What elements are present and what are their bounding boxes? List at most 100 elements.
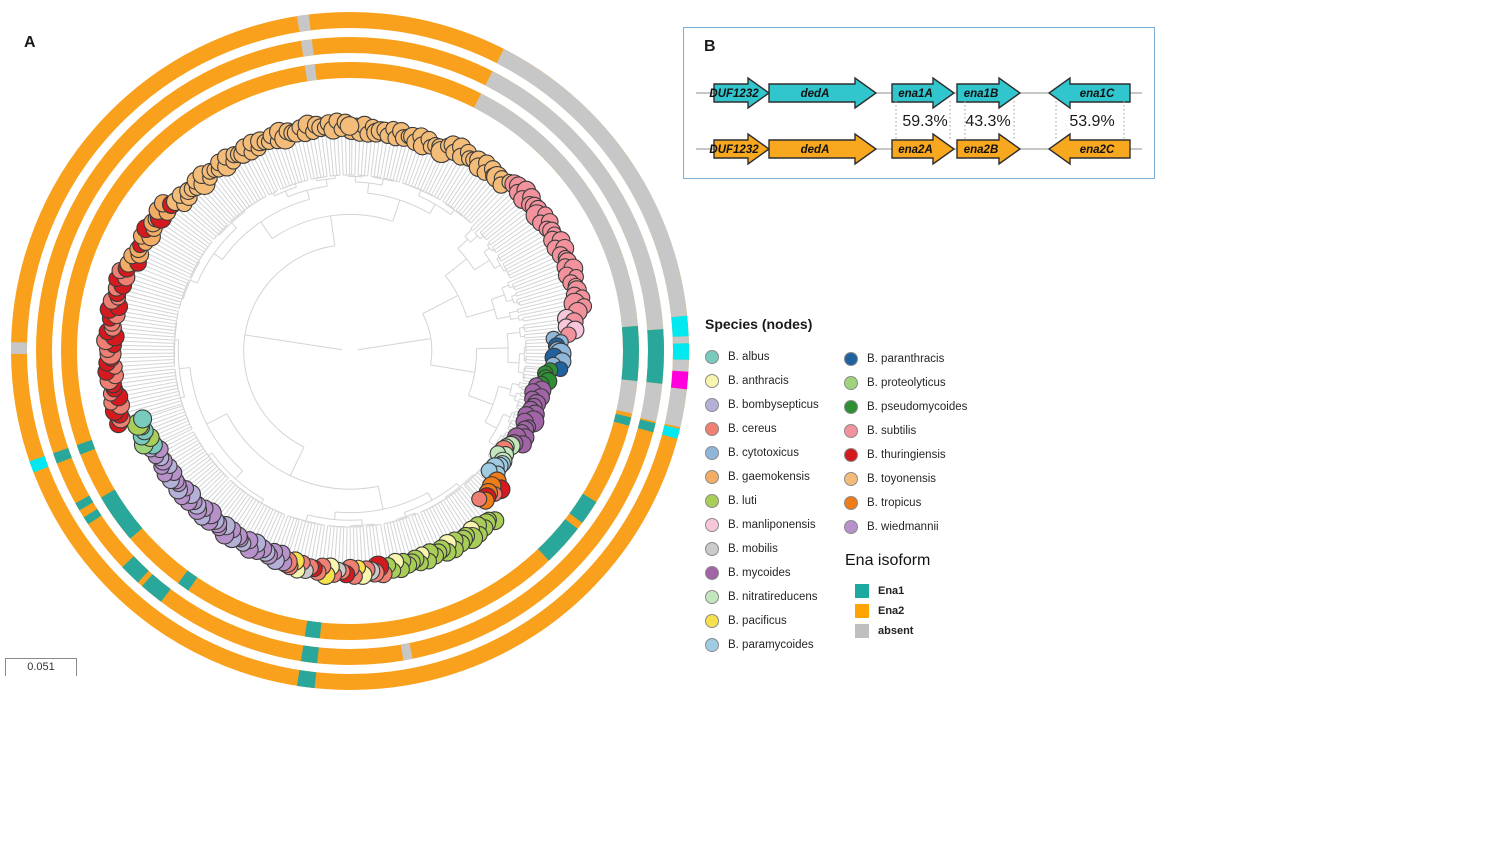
ena-isoform-legend: Ena isoform Ena1 Ena2 absent (845, 552, 930, 641)
tree-branch (402, 518, 415, 555)
tree-branch (414, 514, 429, 548)
tree-branch (408, 150, 422, 186)
species-label: B. tropicus (867, 497, 922, 509)
tree-branch (450, 171, 477, 208)
tree-branch (121, 315, 177, 325)
species-color-swatch (705, 638, 719, 652)
tree-branch (498, 385, 512, 390)
tree-branch (474, 195, 515, 234)
tree-clade-arc (507, 282, 511, 288)
tree-branch (494, 264, 501, 269)
tree-clade-arc (247, 493, 277, 512)
tree-branch (147, 405, 183, 418)
panel-a-label: A (24, 34, 36, 51)
tree-branch (365, 526, 371, 566)
tree-clade-arc (516, 299, 519, 305)
tree-branch (122, 298, 179, 312)
legend-item-mycoides: B. mycoides (705, 561, 844, 585)
ena-legend-item-Ena2: Ena2 (855, 601, 930, 621)
tree-branch (357, 137, 361, 176)
gene-arrow-DUF1232 (713, 76, 771, 110)
tree-branch (270, 146, 288, 188)
tree-clade-arc (370, 524, 379, 527)
ring-segment-gray (473, 93, 638, 328)
tree-branch (123, 306, 178, 319)
legend-item-proteolyticus: B. proteolyticus (844, 371, 967, 395)
tree-branch (243, 210, 246, 212)
tree-branch (458, 488, 484, 520)
species-color-swatch (705, 542, 719, 556)
leaf-node (339, 116, 360, 136)
tree-branch (367, 182, 370, 194)
tree-branch (146, 411, 186, 427)
tree-clade-arc (513, 410, 516, 416)
tree-branch (448, 496, 469, 526)
tree-branch (245, 158, 267, 197)
tree-branch (357, 338, 431, 351)
tree-branch (509, 285, 514, 289)
tree-branch (330, 215, 336, 246)
species-label: B. toyonensis (867, 473, 937, 485)
tree-clade-arc (445, 474, 474, 498)
tree-branch (316, 178, 318, 181)
tree-clade-arc (177, 339, 186, 397)
ena-label: Ena2 (878, 605, 905, 617)
species-label: B. gaemokensis (728, 471, 810, 483)
legend-item-nitratireducens: B. nitratireducens (705, 585, 844, 609)
tree-clade-arc (355, 181, 383, 186)
ring-segment-teal (100, 489, 143, 539)
tree-clade-arc (511, 296, 515, 304)
tree-clade-arc (270, 191, 277, 195)
tree-branch (297, 137, 309, 181)
species-color-swatch (844, 400, 858, 414)
species-color-swatch (705, 446, 719, 460)
tree-branch (483, 247, 490, 253)
species-color-swatch (844, 448, 858, 462)
ring-segment-magenta (670, 370, 689, 390)
tree-branch (258, 509, 274, 539)
tree-clade-arc (522, 375, 525, 381)
tree-clade-arc (413, 512, 418, 516)
legend-item-pseudomycoides: B. pseudomycoides (844, 395, 967, 419)
ring-segment-teal (637, 419, 656, 433)
tree-branch (474, 259, 490, 271)
species-label: B. anthracis (728, 375, 789, 387)
gene-arrow-ena2C (1047, 132, 1131, 166)
tree-branch (121, 293, 180, 309)
tree-branch (423, 156, 440, 192)
tree-branch (195, 192, 228, 226)
tree-branch (175, 207, 215, 240)
tree-branch (177, 450, 206, 471)
tree-branch (235, 497, 254, 526)
tree-branch (427, 492, 433, 501)
legend-item-paramycoides: B. paramycoides (705, 633, 844, 657)
tree-branch (414, 512, 416, 515)
tree-branch (392, 199, 401, 222)
tree-branch (476, 347, 509, 350)
tree-branch (198, 260, 200, 263)
tree-branch (488, 441, 496, 447)
gene-label-ena1C: ena1C (1080, 88, 1115, 100)
tree-branch (240, 501, 260, 533)
tree-clade-arc (518, 382, 521, 388)
tree-branch (264, 511, 280, 545)
tree-branch (487, 243, 490, 246)
tree-branch (261, 145, 282, 190)
scale-bar: 0.051 (5, 658, 77, 676)
tree-clade-arc (501, 287, 508, 302)
tree-clade-arc (509, 419, 513, 426)
species-legend-title: Species (nodes) (705, 316, 813, 332)
tree-branch (167, 439, 199, 459)
legend-item-thuringiensis: B. thuringiensis (844, 443, 967, 467)
species-label: B. thuringiensis (867, 449, 946, 461)
tree-branch (320, 132, 328, 177)
ena-legend-title: Ena isoform (845, 552, 931, 569)
tree-branch (455, 176, 483, 211)
tree-branch (231, 222, 237, 229)
legend-item-anthracis: B. anthracis (705, 369, 844, 393)
species-label: B. pseudomycoides (867, 401, 968, 413)
tree-branch (509, 394, 516, 398)
tree-branch (518, 304, 570, 317)
tree-branch (208, 452, 213, 457)
tree-branch (207, 187, 235, 219)
